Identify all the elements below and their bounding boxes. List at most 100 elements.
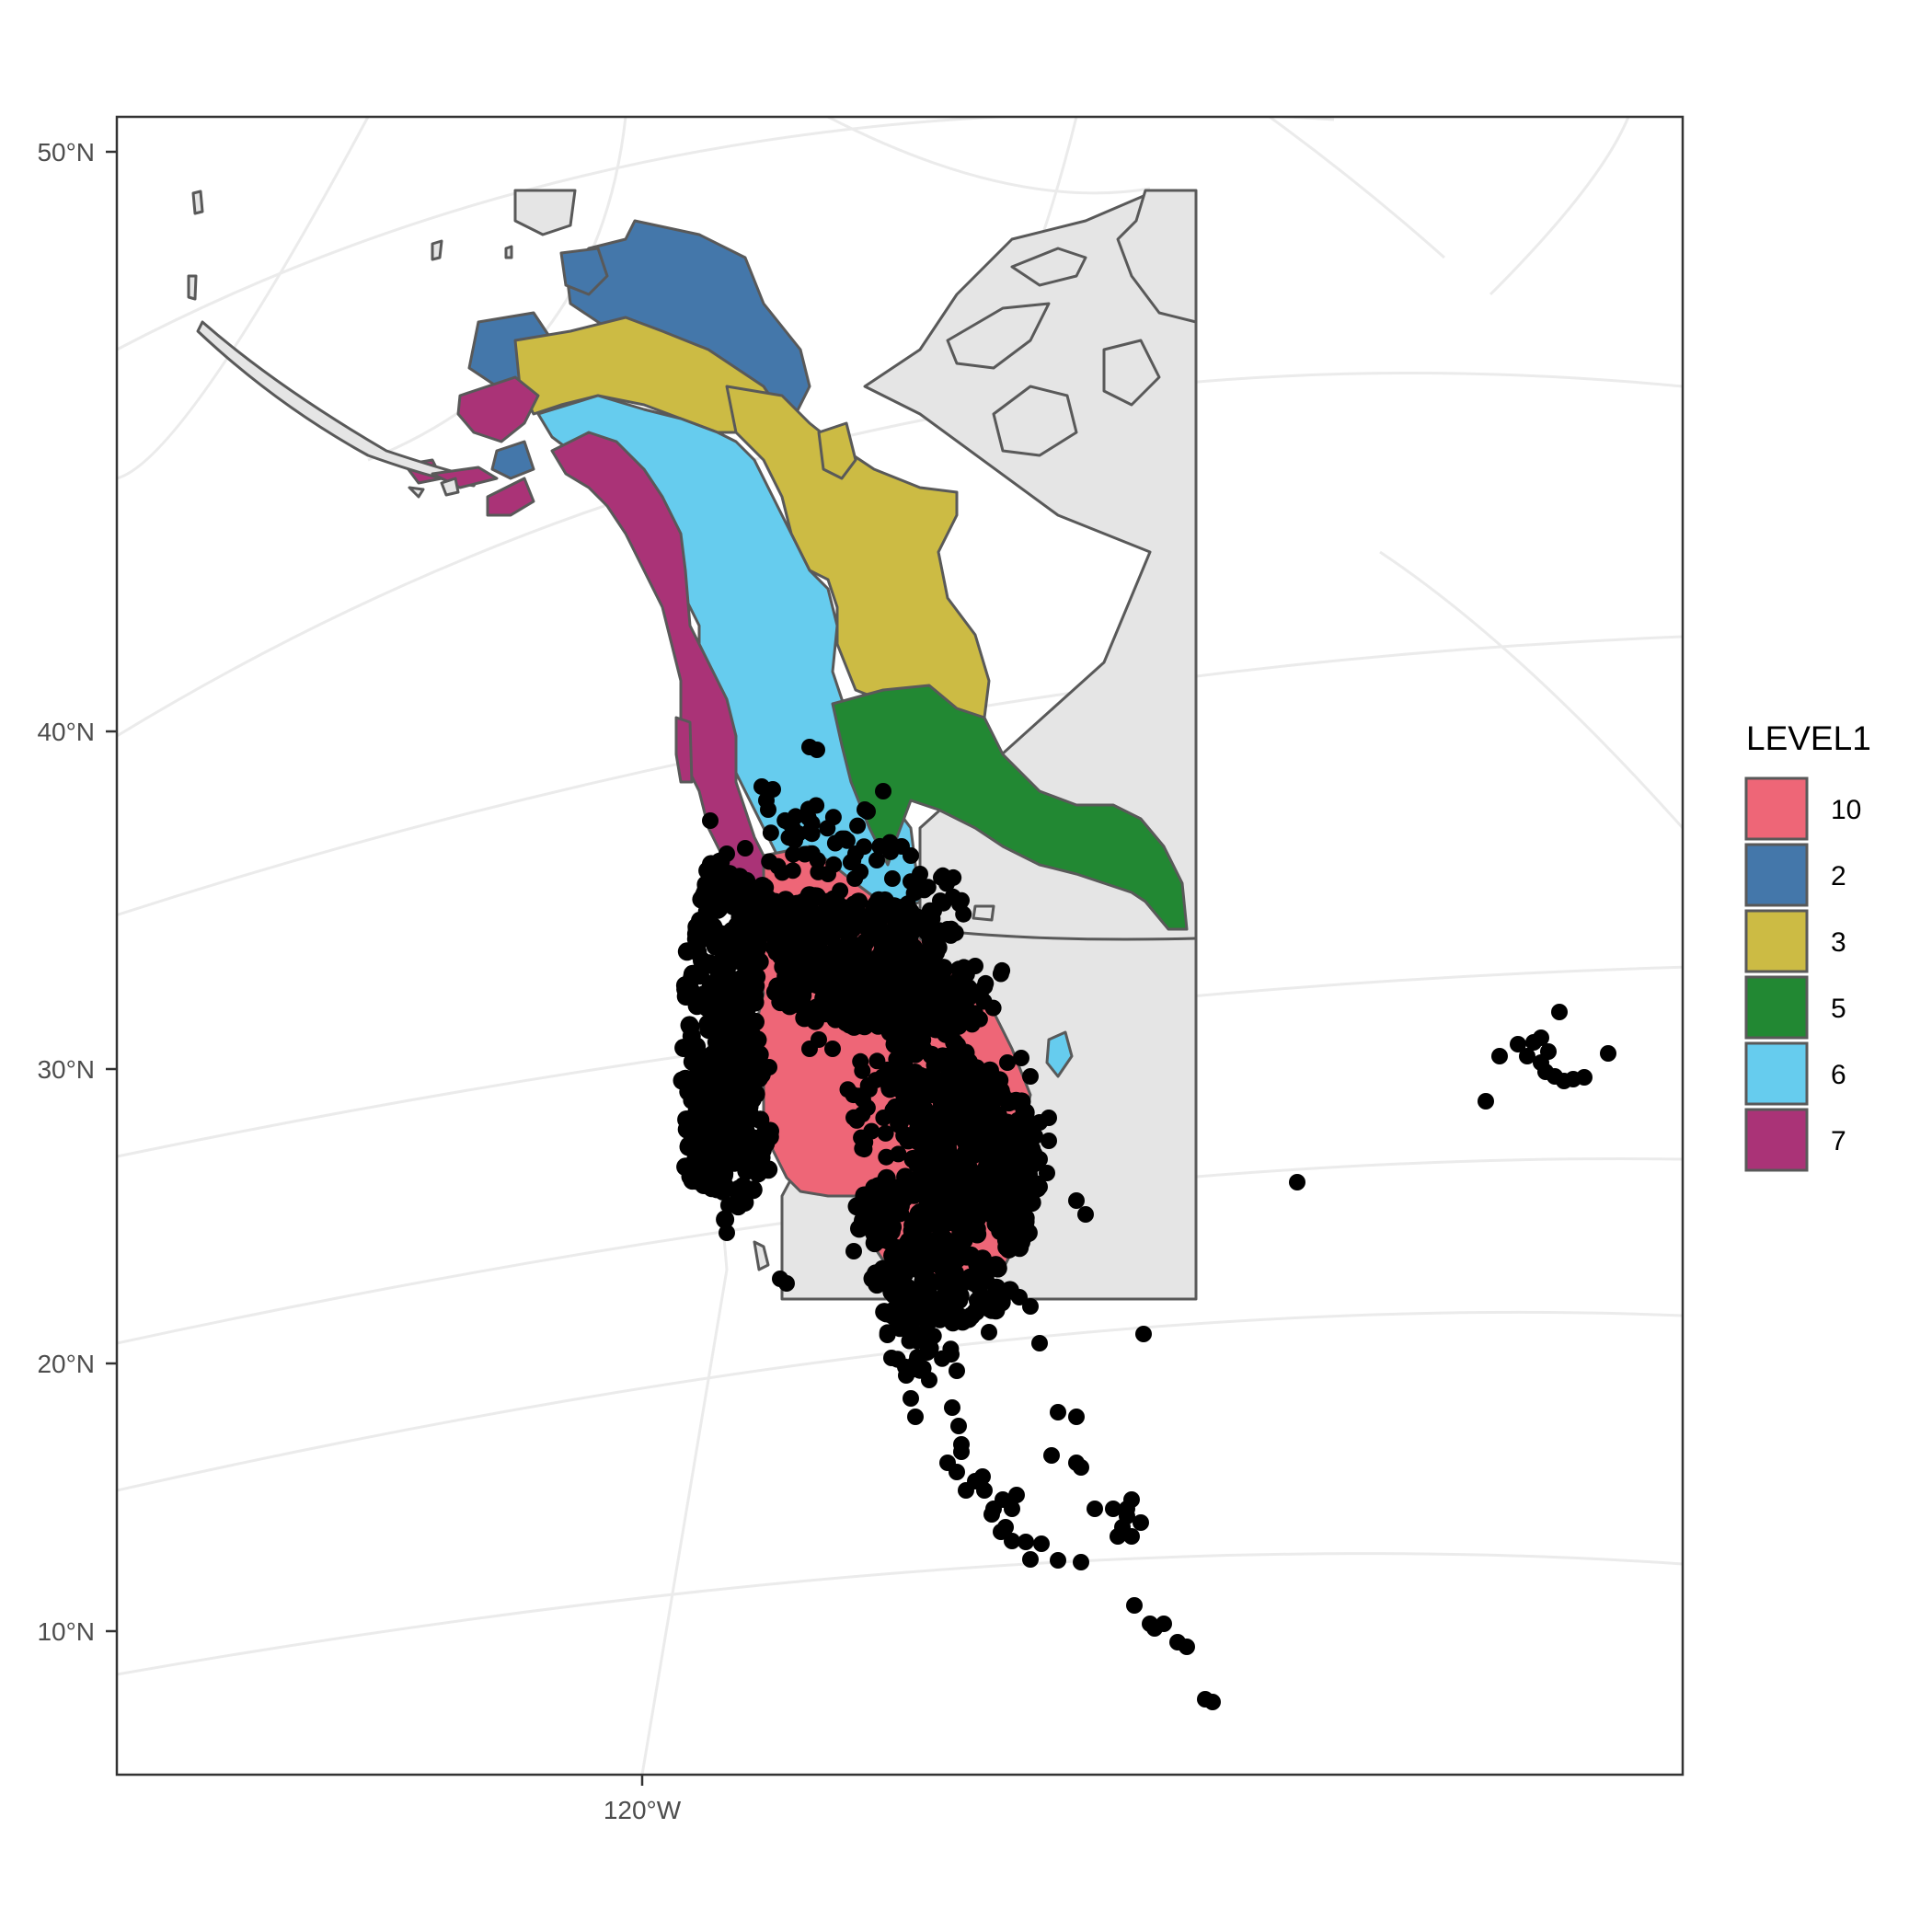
observation-point (1008, 1487, 1025, 1503)
observation-point (737, 840, 753, 857)
observation-point (1004, 1533, 1020, 1549)
observation-point (907, 1111, 925, 1129)
observation-point (718, 882, 737, 902)
observation-point (899, 982, 918, 1001)
observation-point (720, 1019, 740, 1039)
observation-point (677, 1110, 696, 1129)
observation-point (934, 1350, 951, 1367)
observation-point (1135, 1326, 1152, 1342)
observation-point (981, 1076, 1000, 1096)
observation-point (875, 1110, 892, 1126)
observation-point (1540, 1043, 1557, 1060)
legend-key-10 (1744, 776, 1809, 841)
observation-point (719, 845, 735, 862)
observation-point (845, 895, 864, 914)
legend-label-2: 2 (1831, 861, 1846, 891)
observation-point (856, 914, 874, 934)
y-tick-label: 20°N (37, 1350, 95, 1378)
observation-point (801, 1041, 818, 1057)
observation-point (919, 879, 937, 896)
observation-point (1289, 1174, 1305, 1190)
observation-point (905, 1029, 925, 1049)
observation-point (999, 1239, 1018, 1259)
observation-point (890, 1145, 907, 1163)
observation-point (707, 1052, 727, 1072)
observation-point (934, 960, 953, 979)
observation-point (953, 1443, 970, 1460)
observation-point (889, 1351, 906, 1368)
legend-key-3 (1744, 909, 1809, 973)
observation-point (1018, 1534, 1034, 1550)
observation-point (951, 1208, 971, 1227)
plot-panel-border (115, 115, 1685, 1777)
observation-point (695, 884, 714, 903)
observation-point (828, 897, 847, 915)
observation-point (982, 1298, 1001, 1317)
y-tick-label: 50°N (37, 138, 95, 167)
observation-point (1022, 1068, 1039, 1085)
observation-point (981, 1324, 997, 1340)
observation-point (784, 862, 801, 880)
observation-point (921, 1198, 940, 1217)
observation-point (903, 1130, 921, 1147)
legend-key-7 (1744, 1108, 1809, 1172)
observation-point (1073, 1554, 1089, 1570)
observation-point (953, 891, 970, 909)
observation-point (967, 958, 983, 974)
observation-point (909, 1294, 928, 1312)
observation-point (1018, 1157, 1036, 1177)
legend-title: LEVEL1 (1746, 719, 1871, 757)
observation-point (920, 1007, 939, 1027)
observation-point (961, 1268, 981, 1287)
observation-point (983, 1506, 1000, 1523)
observation-point (949, 1363, 965, 1379)
observation-point (847, 845, 864, 862)
observation-point (819, 820, 836, 837)
observation-point (898, 1258, 917, 1276)
observation-point (903, 903, 919, 919)
observation-point (988, 1257, 1007, 1276)
observation-point (1510, 1036, 1526, 1052)
observation-point (1087, 1501, 1103, 1517)
observation-point (698, 988, 717, 1007)
observation-point (1600, 1045, 1616, 1062)
observation-point (877, 973, 896, 993)
y-tick-label: 30°N (37, 1055, 95, 1084)
x-tick-label: 120°W (604, 1796, 682, 1824)
observation-point (683, 966, 702, 985)
observation-point (1533, 1029, 1549, 1046)
observation-point (748, 1030, 767, 1050)
legend-label-7: 7 (1831, 1126, 1846, 1156)
observation-point (907, 1234, 926, 1252)
observation-point (712, 972, 731, 992)
observation-point (956, 1133, 975, 1151)
observation-point (849, 817, 867, 834)
observation-point (992, 965, 1009, 983)
observation-point (943, 1048, 962, 1067)
observation-point (904, 1211, 924, 1230)
observation-point (893, 838, 910, 855)
observation-point (863, 1183, 881, 1202)
x-axis: 120°W (604, 1775, 682, 1824)
observation-point (891, 1320, 909, 1338)
observation-point (957, 1071, 976, 1090)
observation-point (844, 1007, 863, 1027)
observation-point (1031, 1335, 1048, 1351)
observation-point (859, 1077, 877, 1094)
observation-point (875, 783, 891, 799)
observation-point (984, 999, 1002, 1017)
observation-point (976, 1482, 993, 1499)
observation-point (729, 916, 748, 936)
observation-point (965, 1119, 984, 1138)
legend-label-6: 6 (1831, 1060, 1846, 1090)
observation-point (820, 866, 836, 882)
observation-point (1204, 1694, 1221, 1710)
observation-point (679, 1082, 698, 1101)
observation-point (1551, 1004, 1568, 1020)
observation-point (916, 1324, 934, 1341)
observation-point (701, 1151, 720, 1170)
observation-point (772, 1271, 788, 1287)
observation-point (1000, 1127, 1019, 1146)
observation-point (700, 954, 719, 973)
